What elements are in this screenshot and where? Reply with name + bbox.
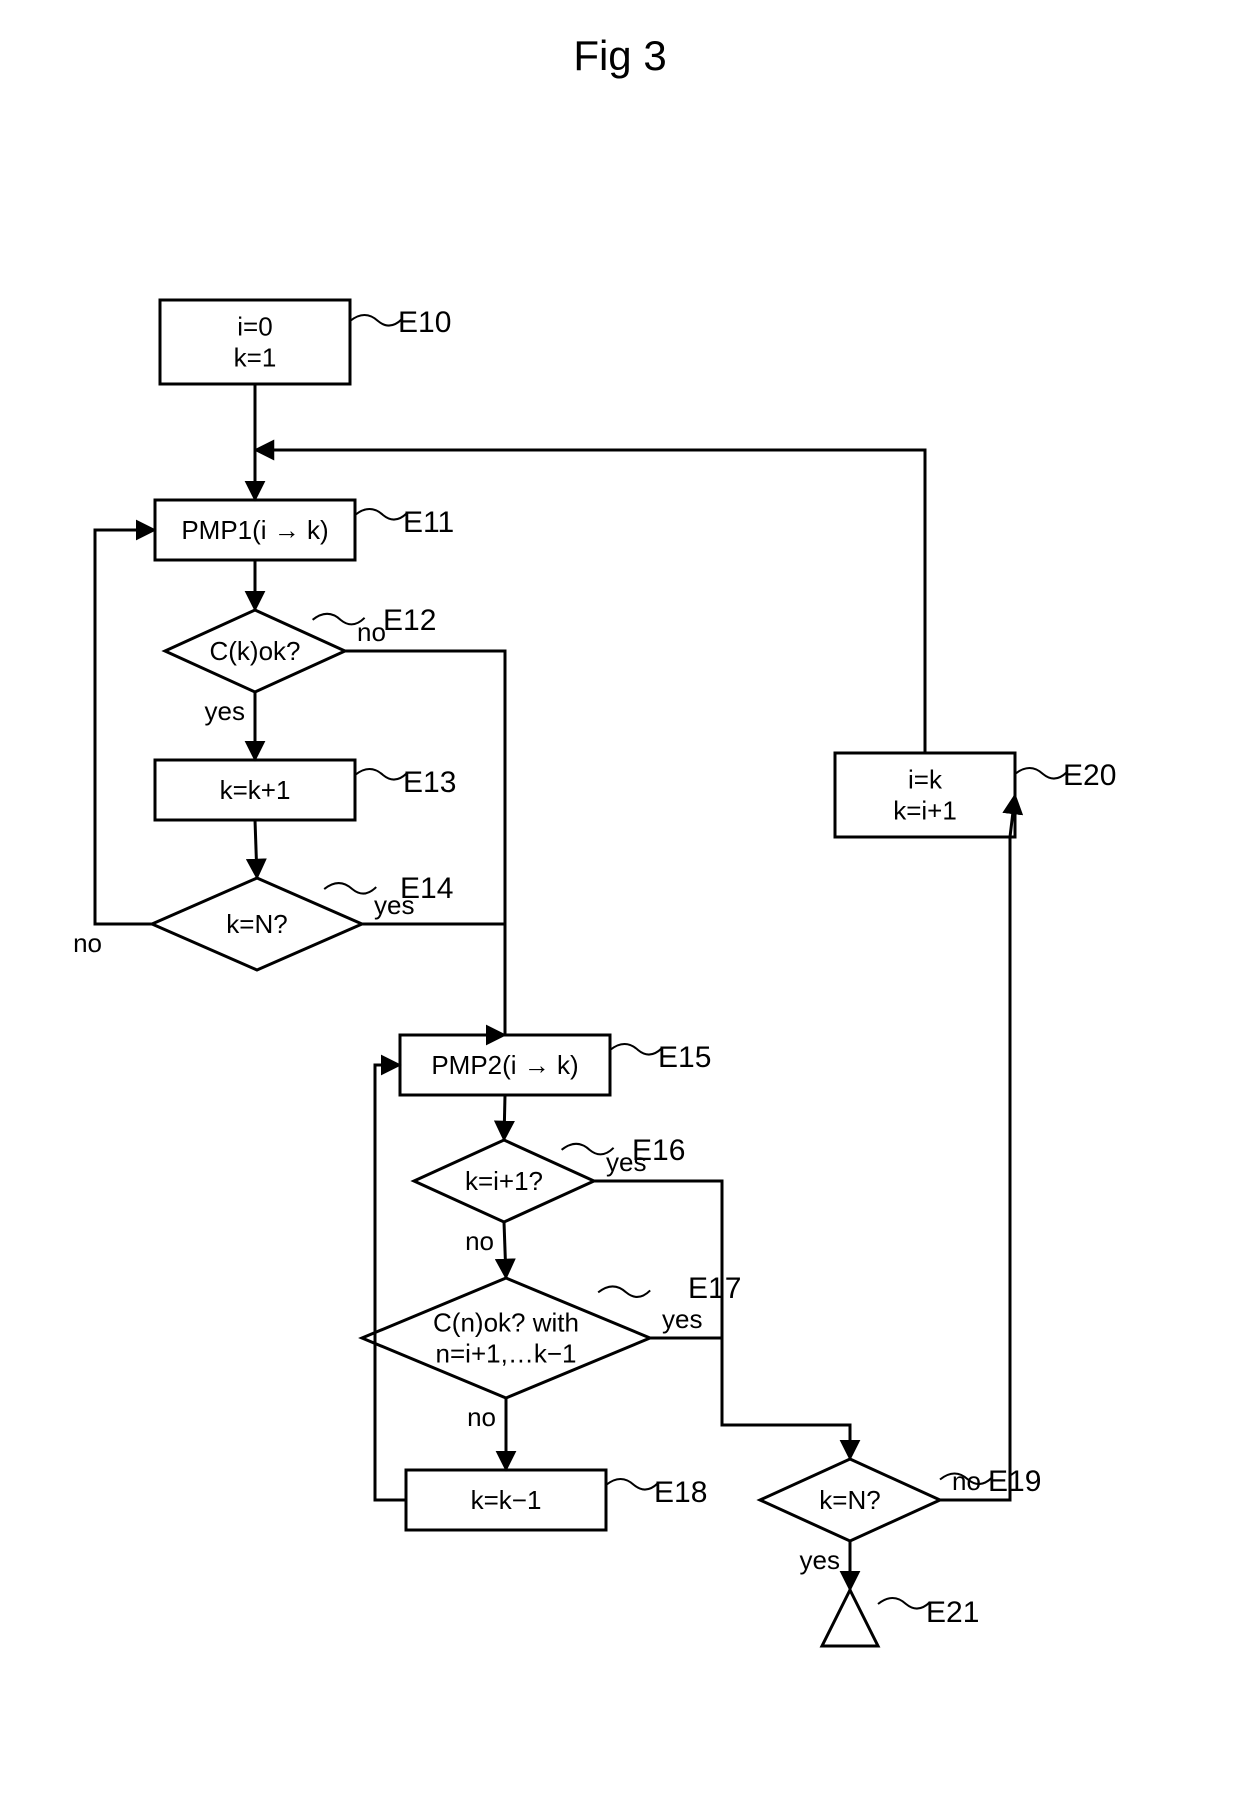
node-E21: E21 xyxy=(822,1590,979,1646)
node-E18: k=k−1 E18 xyxy=(406,1470,707,1530)
node-label-E10-1: k=1 xyxy=(234,343,277,373)
node-E13: k=k+1 E13 xyxy=(155,760,456,820)
edge-14 xyxy=(940,795,1015,1500)
ref-label-E18: E18 xyxy=(654,1476,707,1509)
edge-label-11: yes xyxy=(606,1147,646,1177)
ref-label-E15: E15 xyxy=(658,1041,711,1074)
ref-label-E19: E19 xyxy=(988,1465,1041,1498)
node-label-E16-0: k=i+1? xyxy=(465,1166,543,1196)
node-label-E14-0: k=N? xyxy=(226,909,287,939)
edge-4 xyxy=(504,1095,505,1140)
ref-label-E20: E20 xyxy=(1063,759,1116,792)
ref-tick-E20 xyxy=(1015,768,1067,779)
edge-label-5: no xyxy=(465,1226,494,1256)
node-label-E10-0: i=0 xyxy=(237,311,272,341)
node-label-E17-0: C(n)ok? with xyxy=(433,1307,579,1337)
ref-label-E12: E12 xyxy=(383,604,436,637)
ref-label-E13: E13 xyxy=(403,766,456,799)
node-label-E17-1: n=i+1,…k−1 xyxy=(436,1339,577,1369)
node-E20: i=kk=i+1 E20 xyxy=(835,753,1116,837)
edge-12 xyxy=(650,1338,850,1459)
edge-3 xyxy=(255,820,257,878)
edge-5 xyxy=(504,1222,506,1278)
node-label-E12-0: C(k)ok? xyxy=(209,636,300,666)
ref-label-E17: E17 xyxy=(688,1272,741,1305)
ref-tick-E15 xyxy=(610,1044,662,1055)
edge-label-9: no xyxy=(73,928,102,958)
ref-label-E10: E10 xyxy=(398,306,451,339)
ref-tick-E11 xyxy=(355,509,407,520)
edge-10 xyxy=(375,1065,406,1500)
edge-label-6: no xyxy=(467,1402,496,1432)
edge-label-14: no xyxy=(952,1466,981,1496)
ref-tick-E17 xyxy=(598,1286,650,1297)
node-label-E11-0: PMP1(i → k) xyxy=(181,515,328,545)
node-label-E20-0: i=k xyxy=(908,764,943,794)
edge-8 xyxy=(362,924,505,1035)
node-label-E18-0: k=k−1 xyxy=(471,1485,542,1515)
edge-7 xyxy=(345,651,505,1000)
edge-label-2: yes xyxy=(205,696,245,726)
node-E12: C(k)ok? E12 xyxy=(165,604,436,692)
node-label-E13-0: k=k+1 xyxy=(220,775,291,805)
node-E15: PMP2(i → k) E15 xyxy=(400,1035,711,1095)
node-label-E20-1: k=i+1 xyxy=(893,796,957,826)
ref-tick-E13 xyxy=(355,769,407,780)
node-E14: k=N?E14 xyxy=(152,872,453,970)
edge-label-13: yes xyxy=(800,1545,840,1575)
node-E11: PMP1(i → k) E11 xyxy=(155,500,454,560)
figure-title: Fig 3 xyxy=(573,32,666,79)
edge-label-8: yes xyxy=(374,890,414,920)
edge-9 xyxy=(95,530,155,924)
edge-label-7: no xyxy=(357,617,386,647)
edge-15 xyxy=(255,450,925,753)
ref-tick-E14 xyxy=(324,883,376,894)
node-label-E19-0: k=N? xyxy=(819,1485,880,1515)
ref-label-E11: E11 xyxy=(403,506,454,539)
ref-tick-E18 xyxy=(606,1479,658,1490)
edge-label-12: yes xyxy=(662,1304,702,1334)
node-E10: i=0k=1 E10 xyxy=(160,300,451,384)
ref-tick-E10 xyxy=(350,315,402,326)
node-label-E15-0: PMP2(i → k) xyxy=(431,1050,578,1080)
node-E17: C(n)ok? withn=i+1,…k−1 E17 xyxy=(362,1272,741,1398)
ref-tick-E21 xyxy=(878,1598,930,1609)
shape-E21 xyxy=(822,1590,878,1646)
ref-label-E21: E21 xyxy=(926,1596,979,1629)
